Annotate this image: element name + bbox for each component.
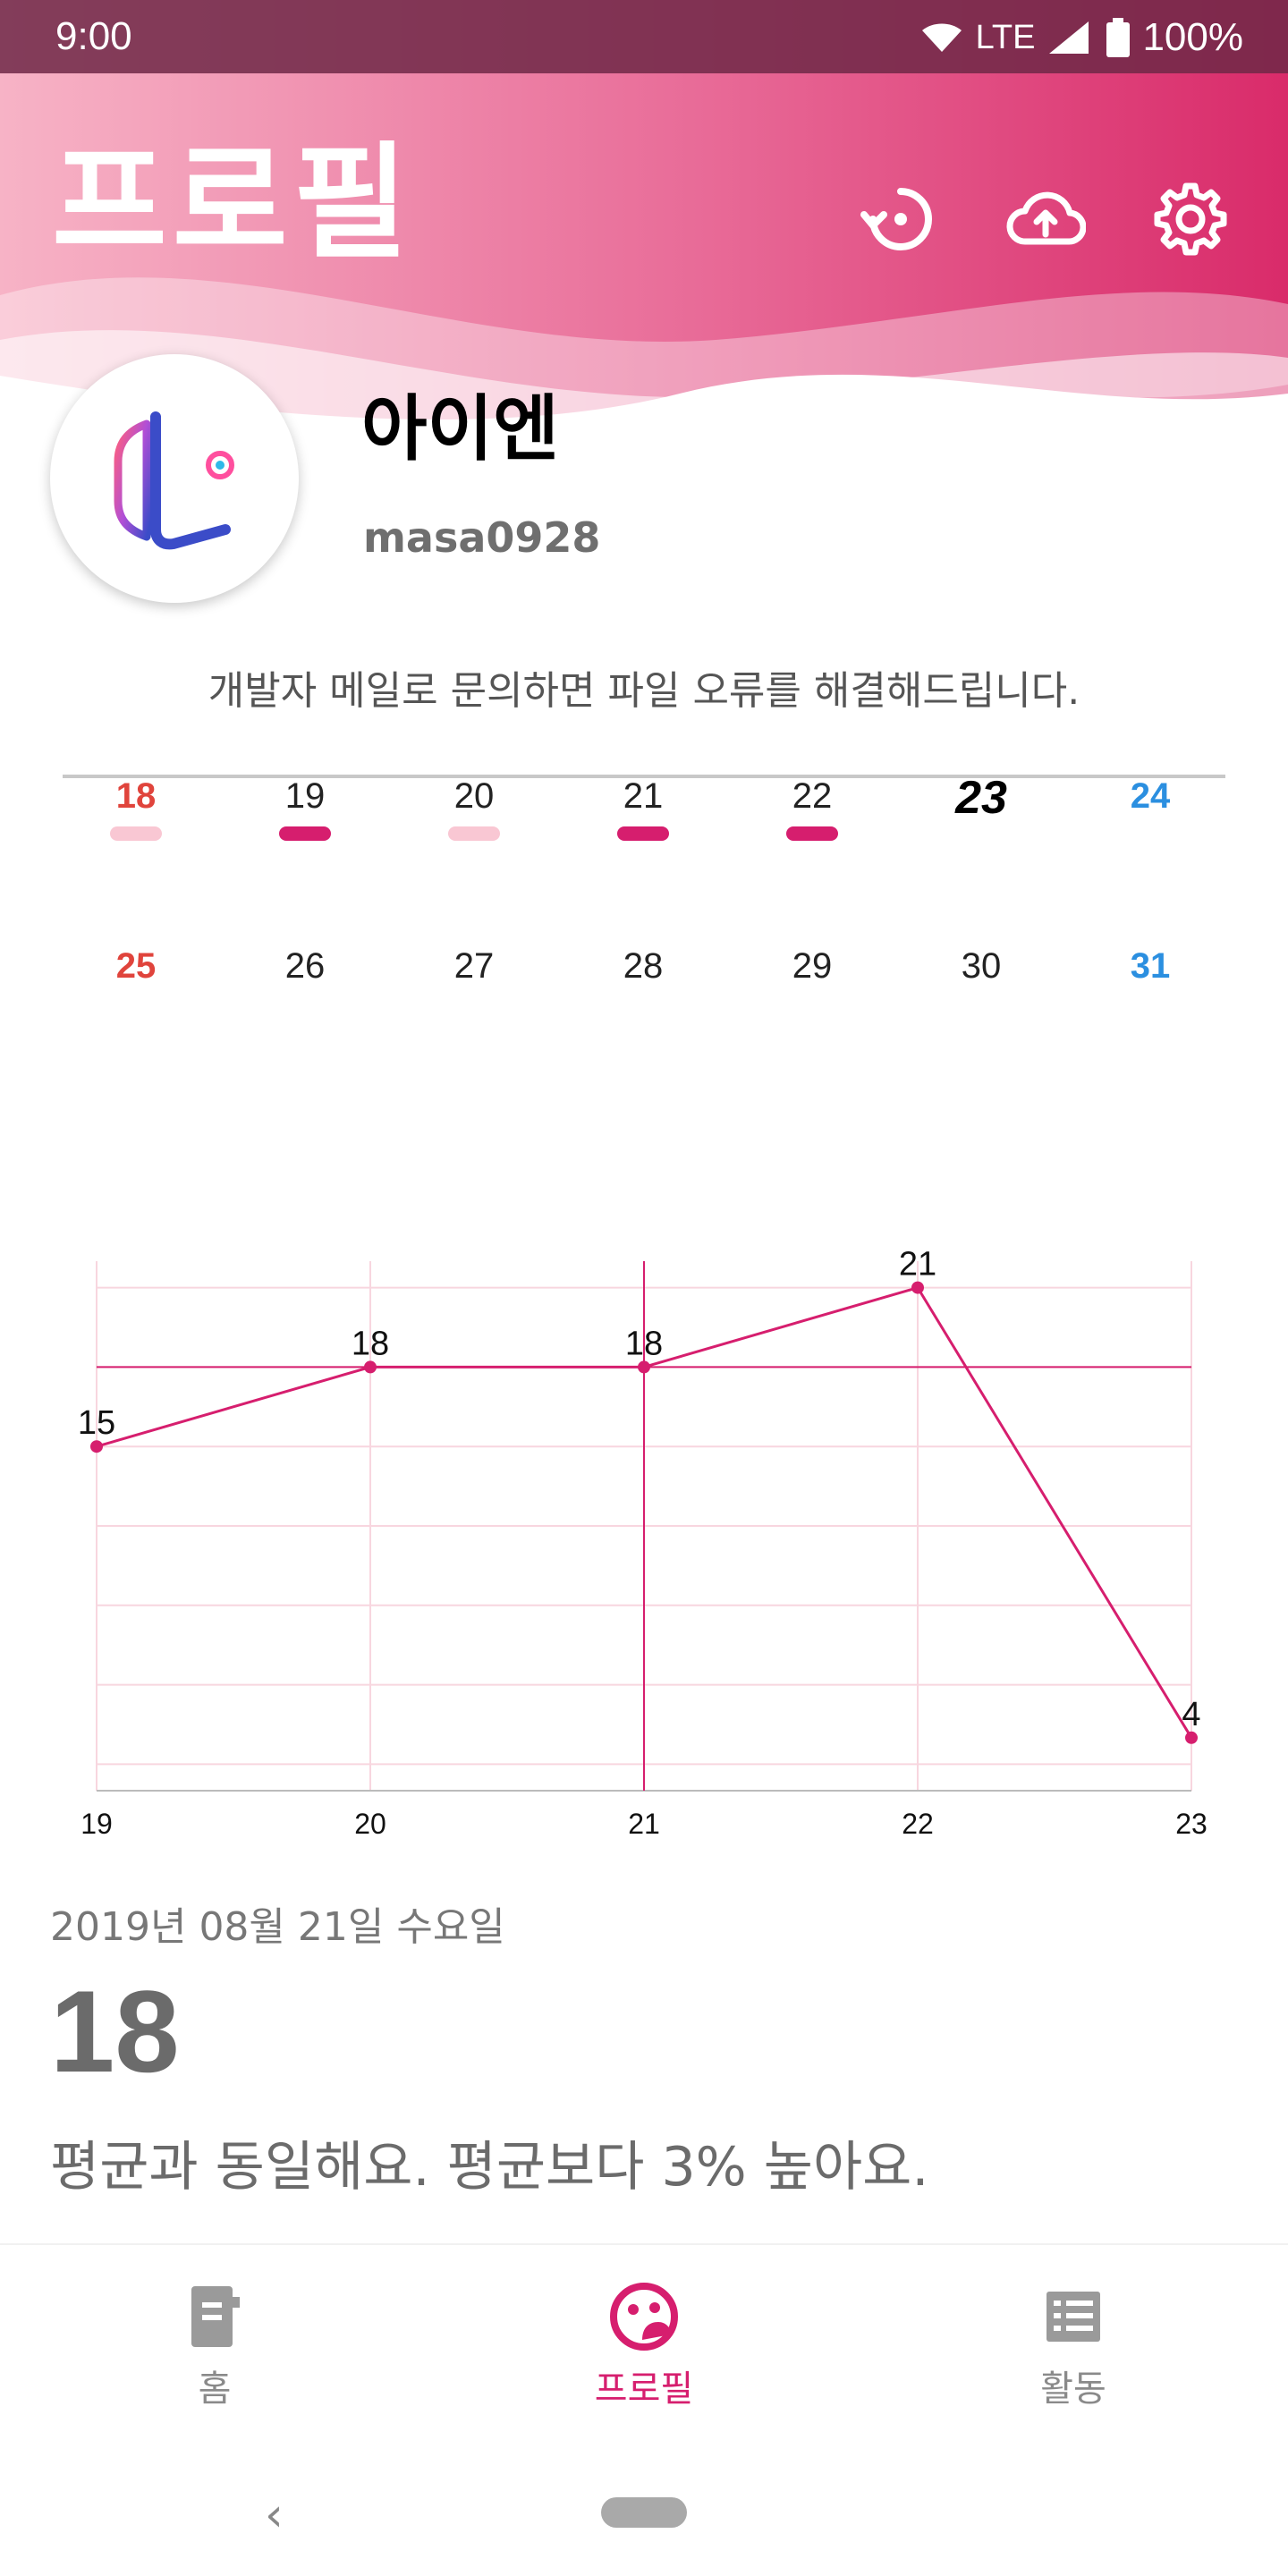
status-bar: 9:00 LTE 100% bbox=[0, 0, 1288, 73]
chart-point bbox=[90, 1440, 103, 1453]
restore-icon[interactable] bbox=[860, 179, 941, 259]
selected-value: 18 bbox=[50, 1966, 180, 2097]
chart-x-tick-label: 19 bbox=[80, 1808, 113, 1840]
chart-point bbox=[364, 1360, 377, 1374]
profile-user-id: masa0928 bbox=[363, 513, 601, 562]
status-time: 9:00 bbox=[55, 14, 132, 58]
calendar-day[interactable]: 21 bbox=[623, 776, 664, 816]
battery-icon bbox=[1106, 18, 1131, 57]
calendar-day[interactable]: 23 bbox=[955, 772, 1007, 824]
chart-x-tick-label: 22 bbox=[902, 1808, 934, 1840]
calendar-day[interactable]: 30 bbox=[961, 946, 1002, 986]
chart-x-tick-label: 23 bbox=[1175, 1808, 1208, 1840]
nav-home[interactable]: 홈 bbox=[0, 2245, 429, 2424]
calendar-day[interactable]: 28 bbox=[623, 946, 664, 986]
calendar-day-marker bbox=[279, 826, 331, 841]
chart-point bbox=[638, 1360, 650, 1374]
system-navigation: ‹ bbox=[0, 2422, 1288, 2576]
chart-data-label: 15 bbox=[78, 1404, 115, 1442]
bottom-navigation: 홈 프로필 활동 bbox=[0, 2243, 1288, 2424]
calendar-day[interactable]: 24 bbox=[1130, 776, 1171, 816]
network-type: LTE bbox=[975, 18, 1036, 56]
calendar-day[interactable]: 18 bbox=[115, 776, 157, 816]
calendar-day[interactable]: 29 bbox=[792, 946, 833, 986]
app-logo-icon bbox=[114, 411, 234, 550]
calendar-divider bbox=[63, 775, 1225, 778]
back-button[interactable]: ‹ bbox=[265, 2488, 284, 2542]
nav-home-label: 홈 bbox=[198, 2368, 232, 2410]
calendar-day-marker bbox=[617, 826, 669, 841]
avatar[interactable] bbox=[50, 354, 299, 603]
daily-chart[interactable]: 15 18 18 21 4 19 20 21 22 23 bbox=[0, 1234, 1288, 1852]
nav-activity-label: 활동 bbox=[1040, 2368, 1106, 2410]
home-pill-button[interactable] bbox=[601, 2497, 687, 2528]
developer-notice: 개발자 메일로 문의하면 파일 오류를 해결해드립니다. bbox=[208, 668, 1080, 714]
chart-data-label: 18 bbox=[625, 1325, 663, 1362]
chart-data-label: 4 bbox=[1182, 1696, 1200, 1733]
home-icon bbox=[191, 2286, 240, 2347]
status-icons: LTE 100% bbox=[920, 13, 1243, 63]
header-background bbox=[0, 0, 1288, 432]
comparison-message: 평균과 동일해요. 평균보다 3% 높아요. bbox=[50, 2136, 929, 2199]
calendar-day-marker bbox=[786, 826, 838, 841]
chart-x-tick-label: 20 bbox=[354, 1808, 386, 1840]
battery-percent: 100% bbox=[1142, 15, 1243, 59]
page-title: 프로필 bbox=[52, 131, 414, 276]
calendar-day[interactable]: 26 bbox=[284, 946, 326, 986]
nav-profile-label: 프로필 bbox=[594, 2368, 694, 2410]
chart-data-label: 21 bbox=[899, 1246, 936, 1284]
chart-point bbox=[911, 1281, 924, 1294]
calendar-day[interactable]: 31 bbox=[1130, 946, 1171, 986]
profile-face-icon bbox=[610, 2283, 678, 2351]
calendar-day[interactable]: 27 bbox=[453, 946, 495, 986]
gear-icon[interactable] bbox=[1150, 179, 1231, 259]
nav-profile[interactable]: 프로필 bbox=[429, 2245, 859, 2424]
calendar-day[interactable]: 19 bbox=[284, 776, 326, 816]
signal-icon bbox=[1049, 21, 1089, 54]
selected-date: 2019년 08월 21일 수요일 bbox=[50, 1904, 505, 1950]
cloud-upload-icon[interactable] bbox=[1005, 179, 1086, 259]
wifi-icon bbox=[921, 23, 962, 52]
list-icon bbox=[1046, 2292, 1100, 2342]
chart-data-label: 18 bbox=[352, 1325, 389, 1362]
calendar-day-marker bbox=[448, 826, 500, 841]
calendar-day[interactable]: 22 bbox=[792, 776, 833, 816]
calendar-day[interactable]: 20 bbox=[453, 776, 495, 816]
calendar-day-marker bbox=[110, 826, 162, 841]
calendar-day[interactable]: 25 bbox=[115, 946, 157, 986]
profile-name: 아이엔 bbox=[361, 387, 559, 470]
chart-point bbox=[1185, 1731, 1198, 1744]
chart-x-tick-label: 21 bbox=[628, 1808, 660, 1840]
nav-activity[interactable]: 활동 bbox=[859, 2245, 1288, 2424]
